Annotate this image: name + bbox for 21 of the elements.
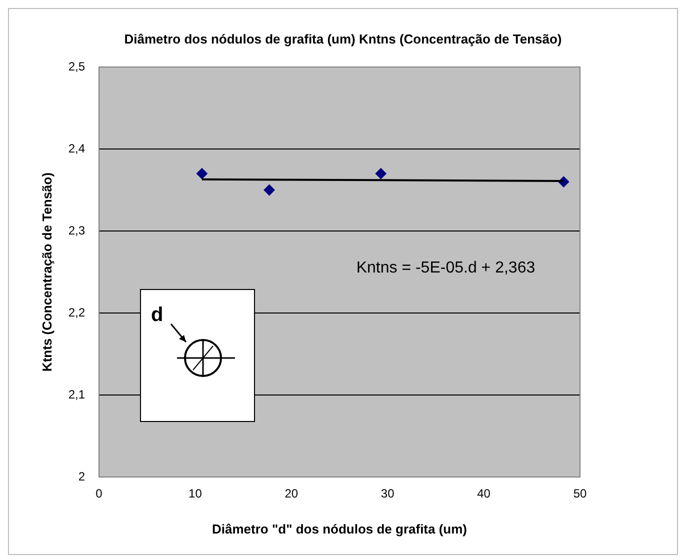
x-axis-title: Diâmetro "d" dos nódulos de grafita (um) [212, 522, 468, 537]
x-tick-label: 30 [380, 486, 395, 501]
point [196, 168, 208, 180]
x-tick-label: 20 [284, 486, 298, 501]
y-tick-label: 2 [78, 469, 86, 484]
y-tick-label: 2,4 [68, 141, 86, 156]
y-tick-label: 2,5 [68, 59, 86, 74]
x-tick-label: 50 [573, 486, 587, 501]
x-tick-label: 0 [96, 486, 103, 501]
circle-diagram-icon: d [140, 289, 255, 422]
chart-title: Diâmetro dos nódulos de grafita (um) Kntns (Concentração de Tensão) [124, 32, 562, 47]
annotation: Kntns = -5E-05.d + 2,363 [356, 259, 536, 276]
point [264, 184, 275, 196]
point [375, 168, 386, 180]
y-axis-title: Ktnts (Concentração de Tensão) [40, 172, 55, 372]
y-tick-label: 2,3 [68, 223, 86, 238]
annotation: d [151, 304, 164, 327]
y-tick-label: 2,2 [68, 305, 86, 320]
y-tick-label: 2,1 [68, 387, 86, 402]
x-tick-label: 10 [188, 486, 202, 501]
x-tick-label: 40 [477, 486, 491, 501]
